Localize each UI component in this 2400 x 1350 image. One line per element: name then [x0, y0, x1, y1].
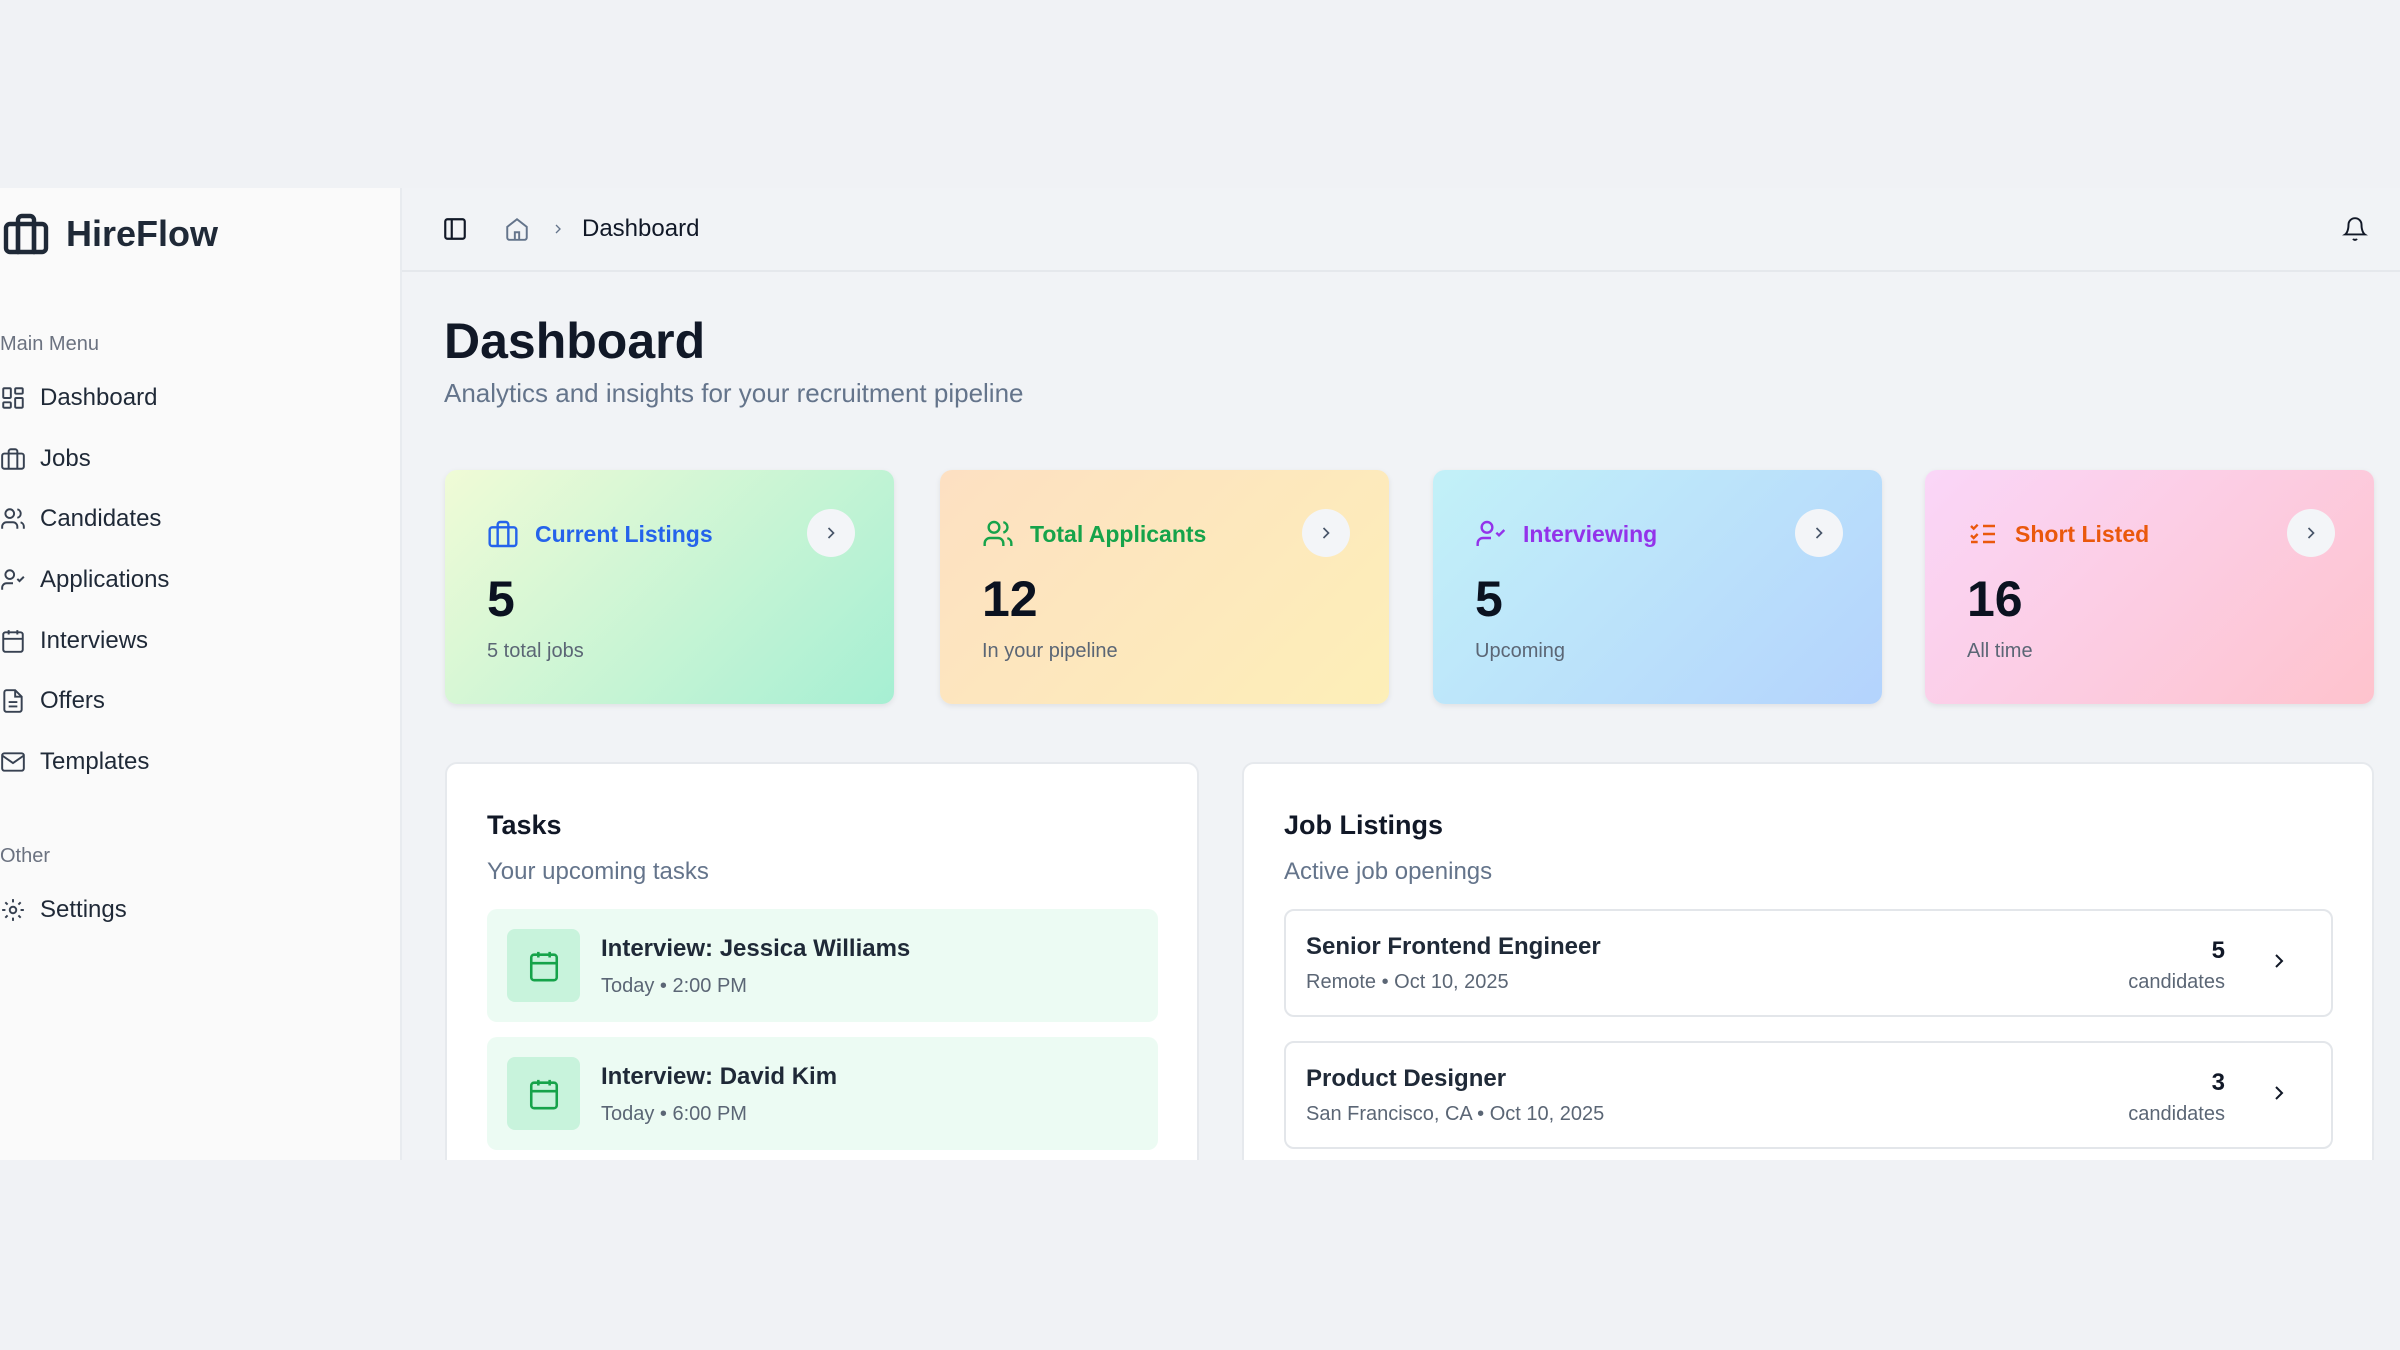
user-check-icon — [1, 569, 25, 590]
other-label: Other — [0, 845, 51, 867]
sidebar: HireFlow Main Menu Dashboard Jobs Candid… — [0, 188, 402, 1160]
candidate-count: 3 — [2211, 1069, 2225, 1096]
list-checks-icon — [1970, 523, 1995, 544]
logo[interactable]: HireFlow — [0, 210, 218, 258]
users-icon — [983, 520, 1013, 546]
task-item[interactable]: Interview: David Kim Today • 6:00 PM — [487, 1037, 1158, 1150]
file-text-icon — [3, 689, 23, 713]
breadcrumb-current: Dashboard — [582, 215, 700, 242]
job-listings-panel: Job Listings Active job openings Senior … — [1242, 762, 2374, 1160]
stat-label: Current Listings — [535, 520, 713, 547]
stat-card-interviewing[interactable]: Interviewing 5 Upcoming — [1433, 470, 1882, 704]
stat-card-current-listings[interactable]: Current Listings 5 5 total jobs — [445, 470, 894, 704]
nav-label: Interviews — [40, 627, 149, 654]
task-time: Today • 6:00 PM — [601, 1103, 747, 1125]
briefcase-logo-icon — [3, 213, 49, 255]
open-button[interactable] — [1302, 509, 1350, 557]
gear-icon — [2, 899, 24, 921]
job-title: Product Designer — [1306, 1065, 1507, 1092]
stat-card-short-listed[interactable]: Short Listed 16 All time — [1925, 470, 2374, 704]
candidate-count: 5 — [2211, 937, 2225, 964]
notifications-button[interactable] — [2342, 216, 2368, 242]
calendar-icon — [529, 1079, 558, 1109]
main-menu-label: Main Menu — [0, 333, 99, 355]
chevron-right-icon — [1815, 527, 1823, 539]
chevron-right-icon — [2275, 1086, 2284, 1100]
sidebar-item-offers[interactable]: Offers — [0, 681, 105, 721]
users-icon — [1, 508, 25, 529]
open-button[interactable] — [807, 509, 855, 557]
calendar-icon — [529, 951, 558, 981]
stat-card-total-applicants[interactable]: Total Applicants 12 In your pipeline — [940, 470, 1389, 704]
nav-label: Templates — [40, 748, 150, 775]
sidebar-item-candidates[interactable]: Candidates — [0, 499, 161, 539]
sidebar-item-interviews[interactable]: Interviews — [0, 621, 148, 661]
task-title: Interview: David Kim — [601, 1063, 838, 1090]
stat-value: 12 — [982, 571, 1038, 627]
chevron-right-icon — [827, 527, 835, 539]
job-item[interactable]: Senior Frontend Engineer Remote • Oct 10… — [1284, 909, 2333, 1017]
page-title: Dashboard — [444, 313, 706, 369]
panel-left-icon — [444, 218, 466, 240]
sidebar-toggle-button[interactable] — [442, 216, 468, 242]
job-item[interactable]: Product Designer San Francisco, CA • Oct… — [1284, 1041, 2333, 1149]
job-meta: Remote • Oct 10, 2025 — [1306, 971, 1509, 993]
sidebar-item-jobs[interactable]: Jobs — [0, 439, 91, 479]
chevron-right-icon — [2275, 954, 2284, 968]
breadcrumb-separator-icon — [550, 221, 566, 237]
stat-sub: All time — [1967, 640, 2033, 662]
top-header: Dashboard — [402, 188, 2400, 272]
panel-title: Tasks — [487, 810, 562, 840]
chevron-right-icon — [1322, 527, 1330, 539]
user-check-icon — [1476, 520, 1506, 546]
stat-sub: Upcoming — [1475, 640, 1566, 662]
stat-value: 5 — [1475, 571, 1503, 627]
layout-grid-icon — [2, 387, 24, 409]
task-title: Interview: Jessica Williams — [601, 935, 911, 962]
app-name: HireFlow — [66, 213, 219, 254]
sidebar-item-applications[interactable]: Applications — [0, 560, 169, 600]
panel-title: Job Listings — [1284, 810, 1444, 840]
panel-subtitle: Your upcoming tasks — [487, 858, 709, 885]
chevron-right-icon — [2307, 527, 2315, 539]
stat-sub: In your pipeline — [982, 640, 1118, 662]
bell-icon — [2342, 217, 2368, 241]
job-meta: San Francisco, CA • Oct 10, 2025 — [1306, 1103, 1605, 1125]
sidebar-item-dashboard[interactable]: Dashboard — [0, 378, 157, 418]
tasks-panel: Tasks Your upcoming tasks Interview: Jes… — [445, 762, 1199, 1160]
briefcase-icon — [488, 520, 518, 548]
calendar-icon — [2, 630, 24, 653]
sidebar-item-templates[interactable]: Templates — [0, 742, 149, 782]
nav-label: Applications — [40, 566, 170, 593]
nav-label: Dashboard — [40, 384, 158, 411]
mail-icon — [1, 752, 25, 772]
sidebar-item-settings[interactable]: Settings — [0, 890, 127, 930]
nav-label: Jobs — [40, 445, 91, 472]
task-time: Today • 2:00 PM — [601, 975, 747, 997]
stat-label: Total Applicants — [1030, 520, 1207, 547]
nav-label: Settings — [40, 896, 127, 923]
panel-subtitle: Active job openings — [1284, 858, 1493, 885]
open-button[interactable] — [1795, 509, 1843, 557]
stat-value: 16 — [1967, 571, 2023, 627]
candidate-label: candidates — [2128, 971, 2225, 993]
stat-label: Interviewing — [1523, 520, 1658, 547]
job-title: Senior Frontend Engineer — [1306, 933, 1601, 960]
stat-label: Short Listed — [2015, 520, 2150, 547]
task-item[interactable]: Interview: Jessica Williams Today • 2:00… — [487, 909, 1158, 1022]
briefcase-icon — [1, 448, 25, 470]
nav-label: Offers — [40, 687, 105, 714]
open-button[interactable] — [2287, 509, 2335, 557]
stat-sub: 5 total jobs — [487, 640, 584, 662]
nav-label: Candidates — [40, 505, 162, 532]
page-subtitle: Analytics and insights for your recruitm… — [444, 378, 1024, 408]
candidate-label: candidates — [2128, 1103, 2225, 1125]
home-icon — [506, 218, 528, 241]
stat-value: 5 — [487, 571, 515, 627]
home-link[interactable] — [504, 216, 530, 242]
